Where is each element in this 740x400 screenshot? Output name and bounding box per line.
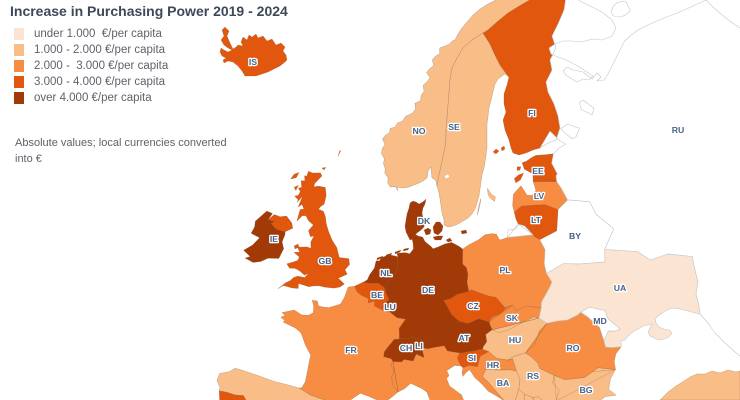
svg-text:NO: NO [412, 126, 425, 136]
svg-text:RU: RU [672, 125, 685, 135]
svg-text:EE: EE [532, 166, 544, 176]
svg-text:SI: SI [468, 353, 476, 363]
svg-text:RO: RO [566, 343, 579, 353]
svg-text:HR: HR [487, 360, 500, 370]
svg-text:LI: LI [415, 341, 423, 351]
svg-text:DE: DE [422, 285, 434, 295]
svg-text:MD: MD [593, 316, 607, 326]
svg-text:BG: BG [579, 385, 592, 395]
svg-text:SK: SK [506, 313, 519, 323]
svg-text:UA: UA [614, 283, 627, 293]
svg-text:RS: RS [527, 371, 539, 381]
svg-text:BE: BE [371, 290, 383, 300]
svg-text:DK: DK [418, 216, 431, 226]
svg-text:IE: IE [270, 234, 278, 244]
svg-text:CH: CH [400, 343, 413, 353]
svg-text:IS: IS [249, 57, 257, 67]
svg-text:AT: AT [459, 333, 471, 343]
svg-text:CZ: CZ [467, 301, 479, 311]
svg-text:LU: LU [384, 302, 396, 312]
svg-text:BA: BA [497, 378, 510, 388]
svg-text:PL: PL [499, 265, 511, 275]
svg-text:FI: FI [528, 108, 536, 118]
svg-text:FR: FR [345, 345, 357, 355]
svg-text:SE: SE [448, 122, 460, 132]
svg-text:HU: HU [509, 335, 522, 345]
svg-text:LT: LT [531, 215, 542, 225]
svg-text:LV: LV [534, 191, 545, 201]
svg-text:NL: NL [380, 268, 392, 278]
svg-text:BY: BY [569, 231, 581, 241]
svg-text:GB: GB [318, 256, 331, 266]
